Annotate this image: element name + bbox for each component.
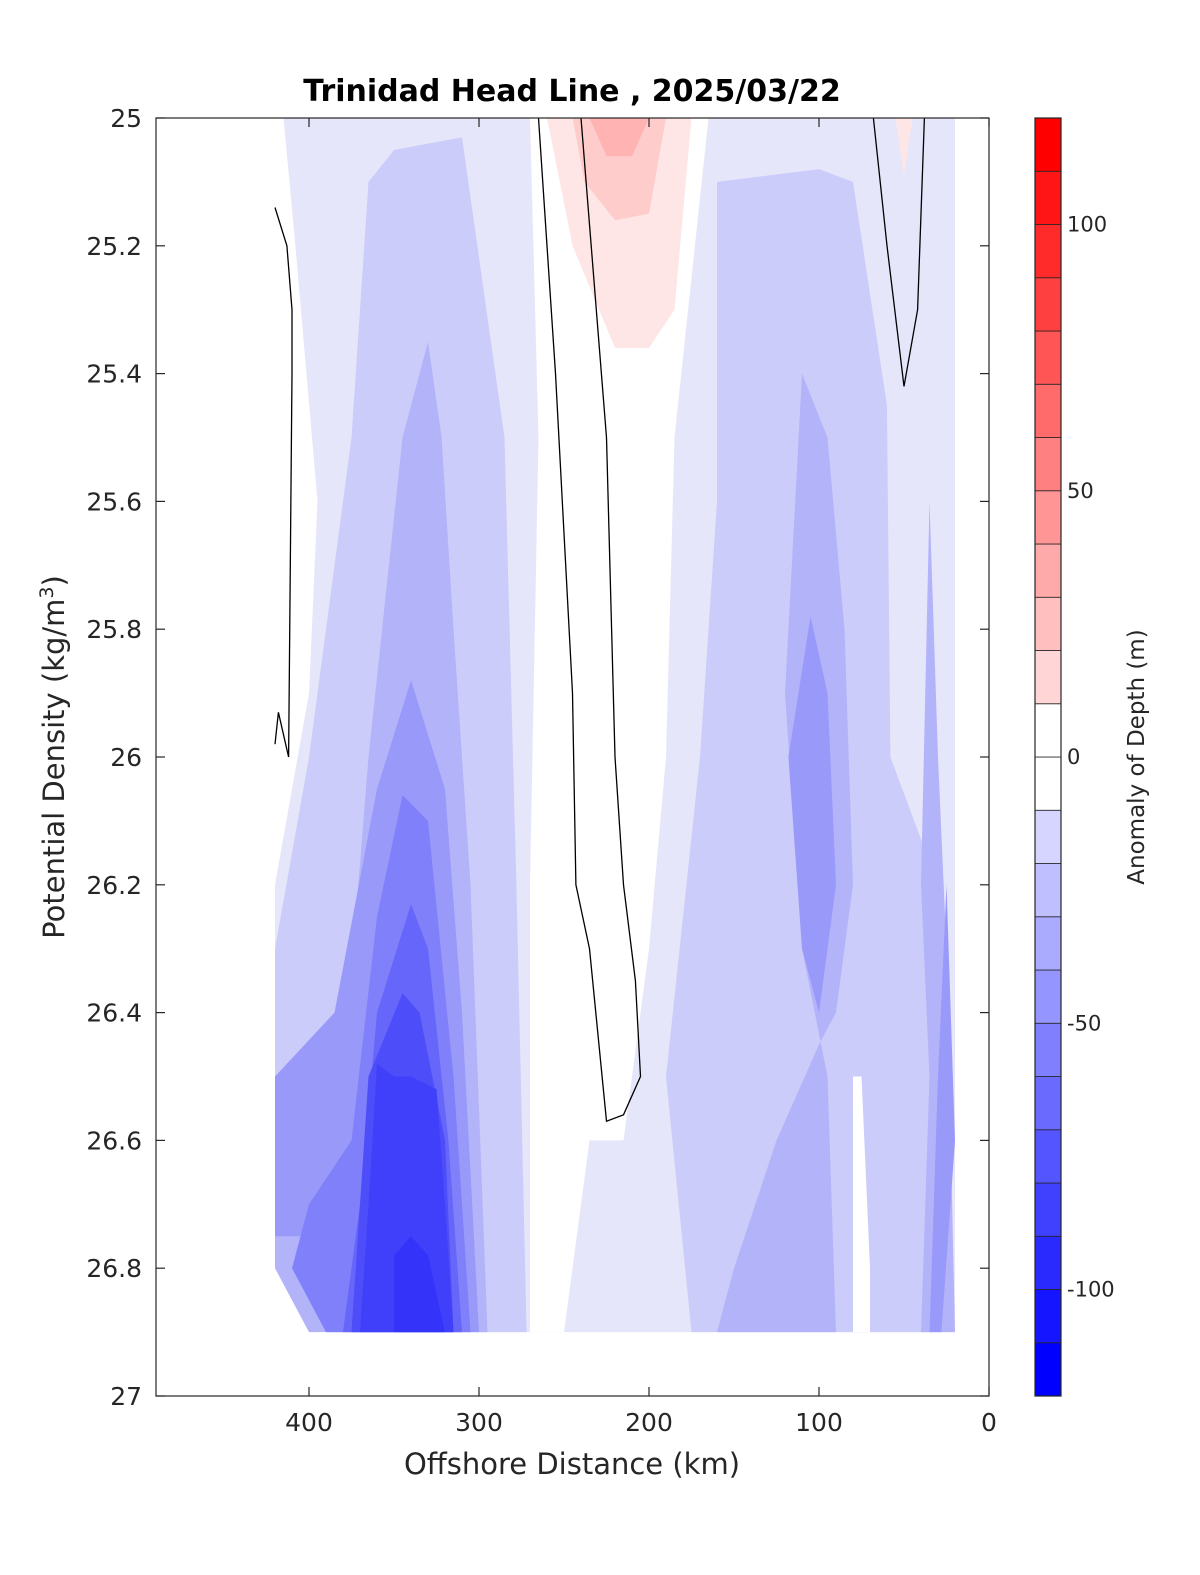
y-tick-label: 25 xyxy=(110,104,142,133)
colorbar-segment xyxy=(1034,330,1062,385)
zero-contour-1 xyxy=(537,117,642,1123)
colorbar-segment xyxy=(1034,1289,1062,1344)
y-tick-label: 25.2 xyxy=(86,232,142,261)
colorbar-label: Anomaly of Depth (m) xyxy=(1124,629,1150,884)
colorbar-segment xyxy=(1034,543,1062,598)
colorbar-segment xyxy=(1034,596,1062,651)
colorbar-ticks: 100 50 0 -50 -100 xyxy=(1067,213,1115,1302)
x-tick-label: 200 xyxy=(625,1408,673,1437)
x-tick-label: 100 xyxy=(795,1408,843,1437)
y-tick-label: 25.8 xyxy=(86,615,142,644)
x-tick-label: 300 xyxy=(455,1408,503,1437)
y-axis-label-text: Potential Density (kg/m xyxy=(37,599,71,939)
contour-region-4 xyxy=(717,373,853,1333)
colorbar-tick-label: 50 xyxy=(1067,479,1094,503)
y-tick-label: 25.4 xyxy=(86,360,142,389)
y-axis-label: Potential Density (kg/m3) xyxy=(36,575,71,939)
colorbar-segment xyxy=(1034,1235,1062,1290)
y-axis: 25 25.2 25.4 25.6 25.8 26 26.2 26.4 26.6 26.8 27 xyxy=(86,104,989,1411)
colorbar-segment xyxy=(1034,383,1062,438)
colorbar-tick-label: 0 xyxy=(1067,745,1080,769)
colorbar-tick-label: 100 xyxy=(1067,213,1107,237)
colorbar-segment xyxy=(1034,490,1062,545)
y-tick-label: 25.6 xyxy=(86,487,142,516)
colorbar-segment xyxy=(1034,1022,1062,1077)
colorbar-segment xyxy=(1034,916,1062,971)
x-tick-label: 400 xyxy=(285,1408,333,1437)
colorbar-segment xyxy=(1034,1342,1062,1397)
contour-region-14 xyxy=(530,118,709,1333)
zero-contour-0 xyxy=(274,207,293,758)
colorbar-tick-label: -50 xyxy=(1067,1011,1101,1035)
x-tick-label: 0 xyxy=(981,1408,997,1437)
contour-region-18 xyxy=(589,118,649,157)
colorbar-segment xyxy=(1034,809,1062,864)
colorbar-segment xyxy=(1034,1076,1062,1131)
colorbar-tick-label: -100 xyxy=(1067,1278,1115,1302)
colorbar-segment xyxy=(1034,437,1062,492)
y-axis-label-close: ) xyxy=(37,575,71,586)
colorbar-segment xyxy=(1034,650,1062,705)
colorbar-segment xyxy=(1034,117,1062,172)
contour-region-6 xyxy=(788,616,836,1013)
y-tick-label: 26.4 xyxy=(86,999,142,1028)
y-tick-label: 26.2 xyxy=(86,871,142,900)
colorbar-segment xyxy=(1034,863,1062,918)
contour-region-17 xyxy=(572,118,666,221)
x-axis: 400 300 200 100 0 xyxy=(285,118,997,1437)
zero-contour-2 xyxy=(872,117,926,387)
contour-region-15 xyxy=(853,1076,870,1333)
colorbar-frame xyxy=(1034,117,1062,1397)
y-tick-label: 26.8 xyxy=(86,1254,142,1283)
colorbar-segment xyxy=(1034,969,1062,1024)
colorbar-segment xyxy=(1034,756,1062,811)
chart-title: Trinidad Head Line , 2025/03/22 xyxy=(303,74,840,109)
colorbar-segment xyxy=(1034,1129,1062,1184)
contour-region-13 xyxy=(929,884,955,1333)
colorbar-segment xyxy=(1034,703,1062,758)
y-tick-label: 26 xyxy=(110,743,142,772)
zero-contour-lines xyxy=(274,117,926,1123)
colorbar-segment xyxy=(1034,224,1062,279)
x-axis-label: Offshore Distance (km) xyxy=(404,1447,740,1481)
y-tick-label: 26.6 xyxy=(86,1126,142,1155)
contour-region-19 xyxy=(895,118,913,176)
colorbar-segment xyxy=(1034,1182,1062,1237)
y-axis-label-superscript: 3 xyxy=(36,586,58,598)
contour-region-11 xyxy=(394,1236,445,1333)
colorbar-segment xyxy=(1034,277,1062,332)
plot-area xyxy=(275,118,955,1333)
colorbar-segment xyxy=(1034,170,1062,225)
colorbar xyxy=(1034,117,1062,1397)
y-tick-label: 27 xyxy=(110,1382,142,1411)
